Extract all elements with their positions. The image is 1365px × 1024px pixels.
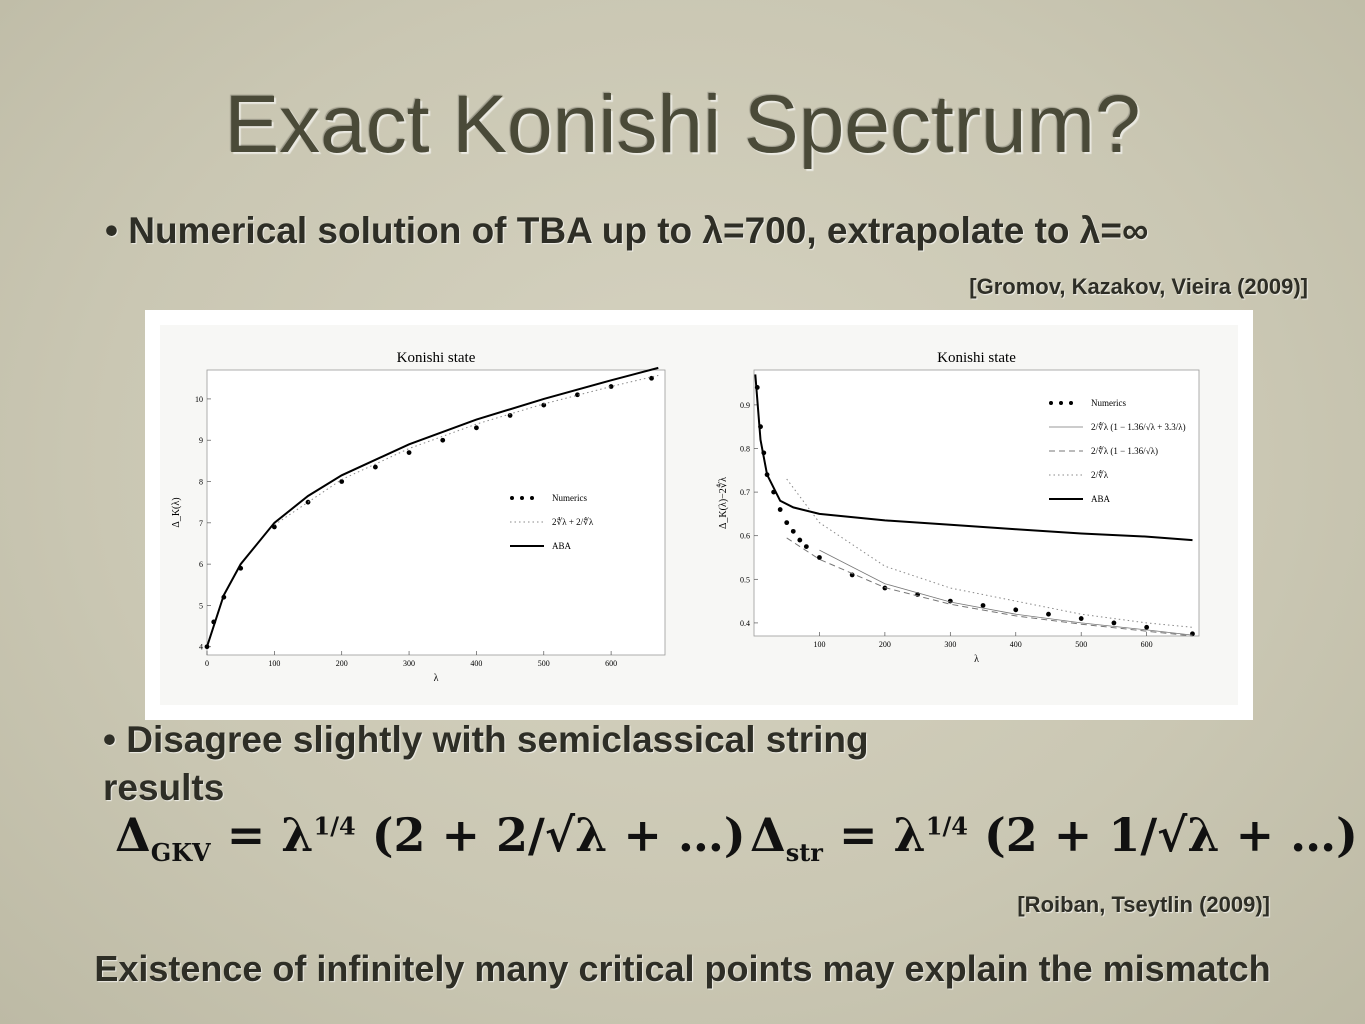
plot-frame bbox=[753, 369, 1200, 637]
y-tick-label: 0.8 bbox=[740, 444, 750, 453]
y-tick-label: 0.6 bbox=[740, 532, 750, 541]
formula-exponent: 1/4 bbox=[925, 811, 968, 841]
data-point bbox=[947, 598, 953, 604]
series-line bbox=[754, 374, 1193, 542]
citation: [Gromov, Kazakov, Vieira (2009)] bbox=[969, 274, 1308, 299]
bullet: Disagree slightly with semiclassical str… bbox=[103, 716, 933, 812]
formula-equals: = λ bbox=[838, 808, 926, 862]
data-point bbox=[440, 437, 446, 443]
legend-label: ABA bbox=[552, 541, 572, 551]
chart-title: Konishi state bbox=[397, 350, 476, 366]
y-tick-label: 5 bbox=[199, 601, 203, 610]
data-point bbox=[790, 528, 796, 534]
data-point bbox=[784, 520, 790, 526]
formula: Δstr = λ1/4 (2 + 1/√λ + …) bbox=[750, 808, 1358, 867]
citation: [Roiban, Tseytlin (2009)] bbox=[1017, 892, 1270, 917]
legend-label: ABA bbox=[1091, 494, 1111, 504]
x-tick-label: 400 bbox=[470, 659, 482, 668]
legend-label: Numerics bbox=[1091, 398, 1126, 408]
slide-title: Exact Konishi Spectrum? bbox=[224, 79, 1141, 170]
data-point bbox=[339, 479, 345, 484]
data-point bbox=[797, 537, 803, 543]
legend-label: 2∜λ + 2/∜λ bbox=[552, 516, 594, 527]
y-axis-label: Δ_K(λ) bbox=[171, 497, 182, 527]
formula-equals: = λ bbox=[226, 808, 314, 862]
data-point bbox=[406, 450, 412, 456]
legend-swatch bbox=[1049, 401, 1053, 405]
data-point bbox=[1111, 620, 1117, 626]
formula-symbol: Δ bbox=[115, 808, 151, 862]
x-axis-label: λ bbox=[434, 673, 439, 684]
formula-expression: (2 + 1/√λ + …) bbox=[983, 808, 1358, 862]
x-tick-label: 200 bbox=[336, 659, 348, 668]
y-tick-label: 4 bbox=[199, 643, 203, 652]
x-tick-label: 500 bbox=[538, 659, 550, 668]
chart-title: Konishi state bbox=[937, 350, 1016, 366]
legend-label: 2/∜λ (1 − 1.36/√λ + 3.3/λ) bbox=[1091, 421, 1186, 432]
x-tick-label: 500 bbox=[1075, 640, 1087, 649]
legend-swatch bbox=[520, 496, 524, 500]
legend-swatch bbox=[1059, 401, 1063, 405]
data-point bbox=[777, 507, 783, 512]
y-tick-label: 0.4 bbox=[740, 619, 750, 628]
y-tick-label: 8 bbox=[199, 478, 203, 487]
y-tick-label: 7 bbox=[199, 519, 203, 528]
data-point bbox=[575, 392, 580, 398]
y-tick-label: 10 bbox=[195, 395, 203, 404]
formula-subscript: GKV bbox=[150, 838, 211, 868]
x-tick-label: 400 bbox=[1010, 640, 1022, 649]
formula-expression: (2 + 2/√λ + …) bbox=[371, 808, 746, 862]
series-line bbox=[274, 374, 659, 526]
y-tick-label: 9 bbox=[199, 436, 203, 445]
series-line bbox=[206, 366, 659, 648]
x-tick-label: 200 bbox=[879, 640, 891, 649]
data-point bbox=[608, 384, 614, 389]
formula: ΔGKV = λ1/4 (2 + 2/√λ + …) bbox=[115, 808, 746, 867]
x-axis-label: λ bbox=[974, 654, 979, 665]
x-tick-label: 600 bbox=[605, 659, 617, 668]
legend-label: Numerics bbox=[552, 493, 587, 503]
data-point bbox=[372, 464, 378, 470]
formula-symbol: Δ bbox=[750, 808, 786, 862]
data-point bbox=[507, 413, 513, 418]
series-line bbox=[786, 537, 1193, 637]
data-point bbox=[803, 544, 809, 550]
conclusion: Existence of infinitely many critical po… bbox=[94, 948, 1271, 989]
series-line bbox=[786, 478, 1193, 628]
x-tick-label: 100 bbox=[813, 640, 825, 649]
y-tick-label: 0.9 bbox=[740, 401, 750, 410]
data-point bbox=[980, 603, 986, 608]
data-point bbox=[1144, 624, 1150, 630]
formula-subscript: str bbox=[785, 838, 823, 868]
legend-swatch bbox=[530, 496, 534, 500]
x-tick-label: 600 bbox=[1141, 640, 1153, 649]
y-tick-label: 0.5 bbox=[740, 575, 750, 584]
legend-swatch bbox=[510, 496, 514, 500]
legend-label: 2/∜λ (1 − 1.36/√λ) bbox=[1091, 445, 1158, 456]
x-tick-label: 300 bbox=[403, 659, 415, 668]
legend-swatch bbox=[1069, 401, 1073, 405]
data-point bbox=[474, 425, 479, 431]
x-tick-label: 0 bbox=[205, 659, 209, 668]
data-point bbox=[1013, 607, 1019, 613]
y-tick-label: 6 bbox=[199, 560, 203, 569]
x-tick-label: 100 bbox=[268, 659, 280, 668]
series-line bbox=[819, 549, 1193, 636]
plot-frame bbox=[206, 369, 666, 656]
data-point bbox=[817, 555, 822, 560]
formula-exponent: 1/4 bbox=[313, 811, 356, 841]
x-tick-label: 300 bbox=[944, 640, 956, 649]
y-tick-label: 0.7 bbox=[740, 488, 750, 497]
data-point bbox=[1078, 616, 1084, 621]
y-axis-label: Δ_K(λ)−2∜λ bbox=[717, 477, 729, 529]
data-point bbox=[1046, 611, 1051, 617]
legend-label: 2/∜λ bbox=[1091, 469, 1109, 480]
bullet: Numerical solution of TBA up to λ=700, e… bbox=[105, 210, 1148, 252]
